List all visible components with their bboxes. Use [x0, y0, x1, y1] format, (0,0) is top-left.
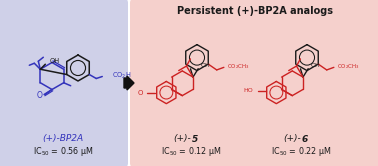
Text: CO$_2$CH$_3$: CO$_2$CH$_3$ — [227, 62, 250, 71]
Text: (+)-: (+)- — [283, 134, 301, 143]
Text: OH: OH — [200, 63, 210, 68]
FancyBboxPatch shape — [0, 0, 128, 166]
Text: IC$_{50}$ = 0.22 μM: IC$_{50}$ = 0.22 μM — [271, 144, 331, 158]
Text: 6: 6 — [302, 134, 308, 143]
FancyArrow shape — [124, 76, 134, 90]
Text: (+)-BP2A: (+)-BP2A — [42, 134, 84, 143]
Text: 5: 5 — [192, 134, 198, 143]
Text: IC$_{50}$ = 0.56 μM: IC$_{50}$ = 0.56 μM — [33, 144, 93, 158]
Text: O: O — [37, 91, 43, 100]
Text: CO$_2$H: CO$_2$H — [112, 70, 132, 81]
Text: (+)-: (+)- — [173, 134, 191, 143]
FancyBboxPatch shape — [130, 0, 378, 166]
Text: OH: OH — [310, 63, 320, 68]
Text: CO$_2$CH$_3$: CO$_2$CH$_3$ — [337, 62, 360, 71]
Text: Persistent (+)-BP2A analogs: Persistent (+)-BP2A analogs — [177, 6, 333, 16]
Text: HO: HO — [243, 88, 253, 93]
Text: OH: OH — [49, 58, 59, 64]
Text: O: O — [138, 89, 143, 96]
Text: IC$_{50}$ = 0.12 μM: IC$_{50}$ = 0.12 μM — [161, 144, 222, 158]
